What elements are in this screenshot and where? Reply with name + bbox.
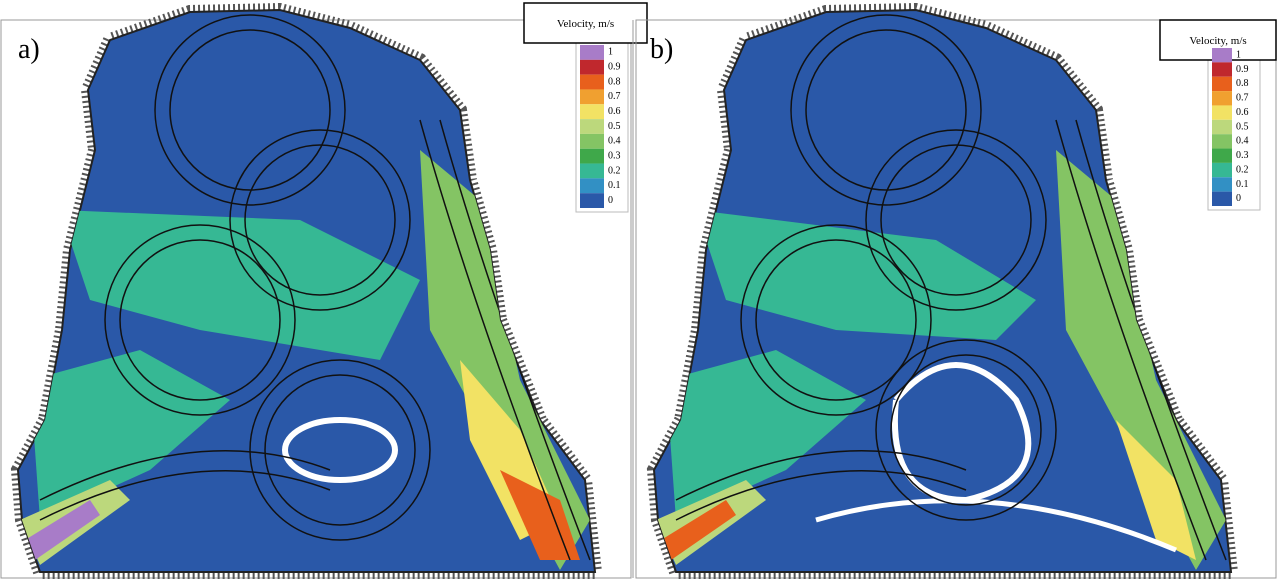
legend-swatch (580, 60, 604, 75)
legend-swatch (1212, 77, 1232, 91)
legend-swatch (1212, 134, 1232, 148)
legend-swatch (1212, 91, 1232, 105)
legend-label: 0.4 (1236, 136, 1249, 147)
legend-label: 0.2 (1236, 164, 1249, 175)
legend-label: 0 (608, 195, 613, 206)
legend-title: Velocity, m/s (1189, 35, 1246, 47)
legend-swatch (1212, 177, 1232, 191)
legend-label: 0.9 (608, 62, 621, 73)
legend-swatch (580, 149, 604, 164)
legend-label: 0.1 (608, 180, 621, 191)
flow-map (654, 10, 1231, 572)
legend-swatch (1212, 62, 1232, 76)
legend-label: 0.2 (608, 165, 621, 176)
legend-swatch (1212, 149, 1232, 163)
legend-swatch (580, 178, 604, 193)
legend-label: 0.5 (608, 121, 621, 132)
legend-label: 0 (1236, 193, 1241, 204)
legend-swatch (580, 89, 604, 104)
legend-label: 0.5 (1236, 121, 1249, 132)
legend-label: 0.6 (1236, 107, 1249, 118)
legend-label: 0.3 (1236, 150, 1249, 161)
legend-label: 0.1 (1236, 179, 1249, 190)
legend-label: 0.7 (1236, 93, 1249, 104)
panel-a: a) Velocity, m/s 1 0.9 0.8 0.7 0.6 0.5 0.4 0.3 0.… (1, 3, 647, 578)
legend-label: 0.6 (608, 106, 621, 117)
legend-swatch (580, 193, 604, 208)
legend-swatch (1212, 192, 1232, 206)
legend-swatch (580, 45, 604, 60)
legend-swatch (580, 134, 604, 149)
legend-swatch (580, 75, 604, 90)
legend-swatch (580, 104, 604, 119)
figure: a) Velocity, m/s 1 0.9 0.8 0.7 0.6 0.5 0.4 0.3 0.… (0, 0, 1277, 580)
legend-swatch (1212, 48, 1232, 62)
legend-title: Velocity, m/s (557, 18, 614, 30)
legend-label: 1 (608, 47, 613, 58)
legend-swatch (1212, 120, 1232, 134)
panel-label: a) (18, 34, 40, 65)
legend-label: 0.8 (1236, 78, 1249, 89)
legend-label: 0.9 (1236, 64, 1249, 75)
panel-label: b) (650, 34, 673, 65)
legend-label: 0.3 (608, 150, 621, 161)
panel-b: b) Velocity, m/s 1 0.9 0.8 0.7 0.6 0.5 0.4 0.3 0.… (636, 10, 1276, 578)
legend-label: 0.8 (608, 76, 621, 87)
legend-swatch (580, 119, 604, 134)
legend-label: 0.7 (608, 91, 621, 102)
legend-swatch (1212, 105, 1232, 119)
legend: Velocity, m/s 1 0.9 0.8 0.7 0.6 0.5 0.4 0.3 0.2 0.… (524, 3, 647, 212)
legend: Velocity, m/s 1 0.9 0.8 0.7 0.6 0.5 0.4 0.3 0.2 0.… (1160, 20, 1276, 210)
legend-swatch (1212, 163, 1232, 177)
legend-label: 1 (1236, 49, 1241, 60)
flow-map (18, 10, 595, 572)
legend-label: 0.4 (608, 136, 621, 147)
legend-swatch (580, 164, 604, 179)
